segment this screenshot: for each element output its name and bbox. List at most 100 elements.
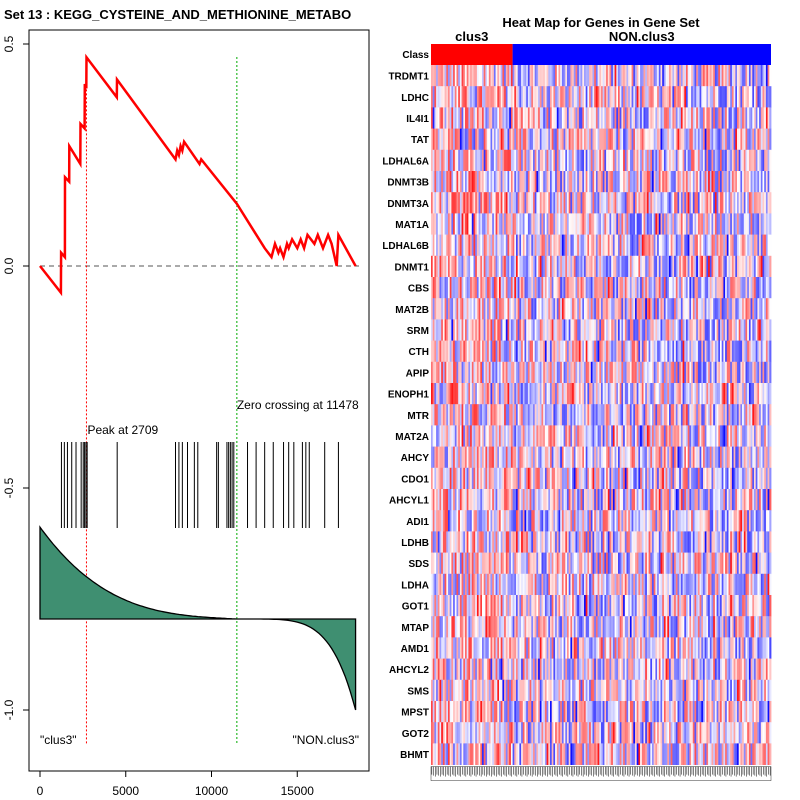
heatmap-cell: [726, 425, 729, 447]
heatmap-cell: [619, 86, 622, 108]
heatmap-cell: [456, 255, 459, 278]
heatmap-cell: [582, 404, 585, 426]
heatmap-cell: [623, 65, 626, 87]
heatmap-cell: [706, 298, 709, 320]
heatmap-cell: [703, 404, 706, 426]
heatmap-cell: [680, 404, 683, 426]
heatmap-cell: [510, 340, 513, 363]
heatmap-cell: [521, 404, 524, 426]
heatmap-cell: [708, 531, 711, 553]
heatmap-cell: [754, 65, 757, 87]
heatmap-cell: [767, 213, 770, 235]
heatmap-cell: [529, 425, 532, 447]
heatmap-cell: [623, 298, 626, 320]
heatmap-cell: [655, 446, 658, 469]
heatmap-cell: [463, 277, 466, 299]
heatmap-cell: [677, 446, 680, 469]
heatmap-cell: [706, 383, 709, 405]
heatmap-cell: [662, 277, 665, 299]
heatmap-cell: [522, 467, 525, 490]
heatmap-cell: [577, 86, 580, 108]
heatmap-cell: [658, 489, 661, 511]
heatmap-cell: [743, 298, 746, 320]
heatmap-cell: [568, 171, 571, 193]
heatmap-cell: [543, 319, 546, 341]
heatmap-cell: [711, 361, 714, 384]
heatmap-cell: [470, 340, 473, 363]
heatmap-cell: [686, 192, 689, 214]
heatmap-cell: [507, 573, 510, 596]
heatmap-cell: [487, 277, 490, 299]
heatmap-cell: [769, 213, 772, 235]
heatmap-cell: [750, 340, 753, 363]
heatmap-cell: [595, 446, 598, 469]
heatmap-cell: [451, 489, 454, 511]
heatmap-cell: [607, 467, 610, 490]
heatmap-cell: [480, 467, 483, 490]
heatmap-cell: [454, 298, 457, 320]
heatmap-cell: [646, 467, 649, 490]
heatmap-cell: [606, 192, 609, 214]
heatmap-cell: [752, 149, 755, 172]
heatmap-cell: [551, 467, 554, 490]
heatmap-cell: [602, 446, 605, 469]
heatmap-cell: [735, 149, 738, 172]
heatmap-cell: [704, 192, 707, 214]
heatmap-cell: [561, 319, 564, 341]
heatmap-cell: [521, 65, 524, 87]
heatmap-cell: [728, 340, 731, 363]
heatmap-cell: [465, 128, 468, 151]
heatmap-cell: [711, 552, 714, 575]
heatmap-cell: [538, 340, 541, 363]
heatmap-cell: [442, 510, 445, 532]
heatmap-cell: [482, 446, 485, 469]
heatmap-cell: [585, 340, 588, 363]
heatmap-cell: [658, 171, 661, 193]
heatmap-cell: [728, 531, 731, 553]
heatmap-cell: [754, 446, 757, 469]
heatmap-cell: [762, 319, 765, 341]
heatmap-cell: [502, 234, 505, 257]
heatmap-cell: [572, 552, 575, 575]
heatmap-cell: [733, 361, 736, 384]
heatmap-cell: [592, 86, 595, 108]
heatmap-cell: [560, 446, 563, 469]
heatmap-cell: [505, 149, 508, 172]
heatmap-cell: [512, 213, 515, 235]
heatmap-cell: [672, 319, 675, 341]
heatmap-cell: [578, 234, 581, 257]
heatmap-cell: [510, 361, 513, 384]
heatmap-cell: [468, 192, 471, 214]
heatmap-cell: [441, 234, 444, 257]
heatmap-cell: [764, 234, 767, 257]
heatmap-cell: [635, 467, 638, 490]
heatmap-cell: [757, 107, 760, 129]
heatmap-cell: [716, 171, 719, 193]
heatmap-cell: [641, 213, 644, 235]
heatmap-cell: [437, 277, 440, 299]
heatmap-cell: [505, 213, 508, 235]
heatmap-cell: [482, 65, 485, 87]
heatmap-cell: [635, 234, 638, 257]
heatmap-cell: [473, 446, 476, 469]
heatmap-cell: [507, 86, 510, 108]
heatmap-cell: [539, 107, 542, 129]
heatmap-cell: [505, 383, 508, 405]
heatmap-cell: [660, 107, 663, 129]
heatmap-cell: [628, 107, 631, 129]
heatmap-cell: [706, 107, 709, 129]
heatmap-cell: [612, 107, 615, 129]
heatmap-cell: [499, 531, 502, 553]
heatmap-cell: [497, 510, 500, 532]
heatmap-cell: [480, 446, 483, 469]
heatmap-cell: [512, 192, 515, 214]
heatmap-cell: [677, 467, 680, 490]
heatmap-cell: [493, 319, 496, 341]
heatmap-cell: [709, 361, 712, 384]
heatmap-cell: [456, 552, 459, 575]
heatmap-cell: [522, 383, 525, 405]
heatmap-cell: [592, 298, 595, 320]
heatmap-cell: [555, 298, 558, 320]
heatmap-cell: [765, 65, 768, 87]
heatmap-cell: [648, 149, 651, 172]
